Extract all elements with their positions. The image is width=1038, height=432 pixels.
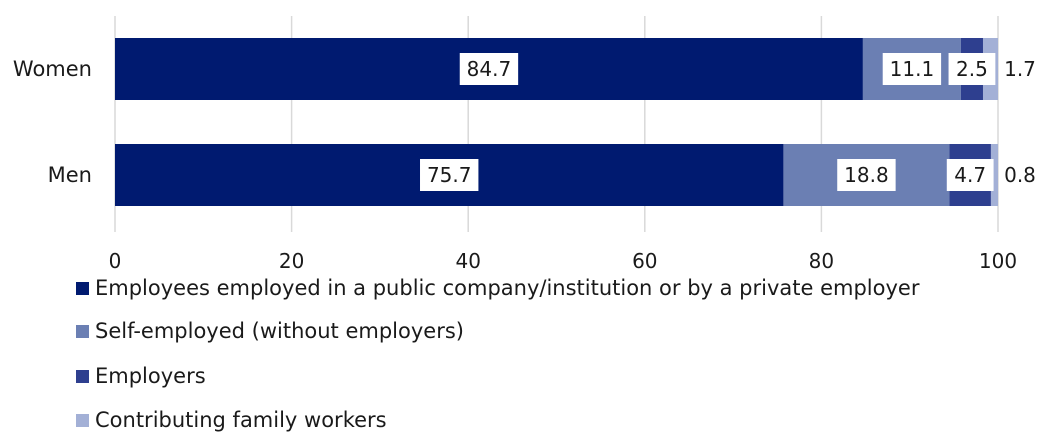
legend-item-employers: Employers [76,364,206,388]
legend-item-self-employed: Self-employed (without employers) [76,319,464,343]
x-tick-label: 20 [279,249,304,272]
data-label-box [837,159,896,191]
legend-label: Self-employed (without employers) [95,319,464,343]
data-label: 84.7 [467,57,512,81]
data-label-box [882,53,942,85]
legend-swatch [76,324,89,338]
legend-swatch [76,281,89,295]
data-label: 2.5 [956,57,988,81]
data-label: 11.1 [890,57,935,81]
x-tick-label: 40 [455,249,480,272]
data-label-box [946,159,994,191]
x-tick-label: 100 [979,249,1017,272]
legend-item-family-workers: Contributing family workers [76,408,387,432]
legend-label: Contributing family workers [95,408,387,432]
legend-item-employees: Employees employed in a public company/i… [76,276,919,300]
data-label-box [420,159,479,191]
category-label: Women [13,57,92,81]
data-label-box [948,53,996,85]
x-tick-label: 60 [632,249,657,272]
category-labels: Women Men [13,57,92,187]
x-axis-ticks: 0 20 40 60 80 100 [109,249,1017,272]
legend-label: Employees employed in a public company/i… [95,276,920,300]
data-label: 1.7 [1004,57,1036,81]
data-labels: 84.7 11.1 2.5 1.7 75.7 18.8 4.7 0.8 [420,53,1036,191]
x-tick-label: 80 [809,249,834,272]
stacked-bar-chart: 84.7 11.1 2.5 1.7 75.7 18.8 4.7 0.8 Women Men 0 2… [13,16,1036,272]
data-label-box [459,53,519,85]
legend-label: Employers [95,364,206,388]
data-label: 18.8 [844,163,889,187]
legend-swatch [76,413,89,427]
data-label: 0.8 [1004,163,1036,187]
legend-swatch [76,369,89,383]
data-label: 75.7 [427,163,472,187]
bar-segment [990,144,998,206]
x-tick-label: 0 [109,249,122,272]
category-label: Men [48,163,92,187]
data-label: 4.7 [954,163,986,187]
